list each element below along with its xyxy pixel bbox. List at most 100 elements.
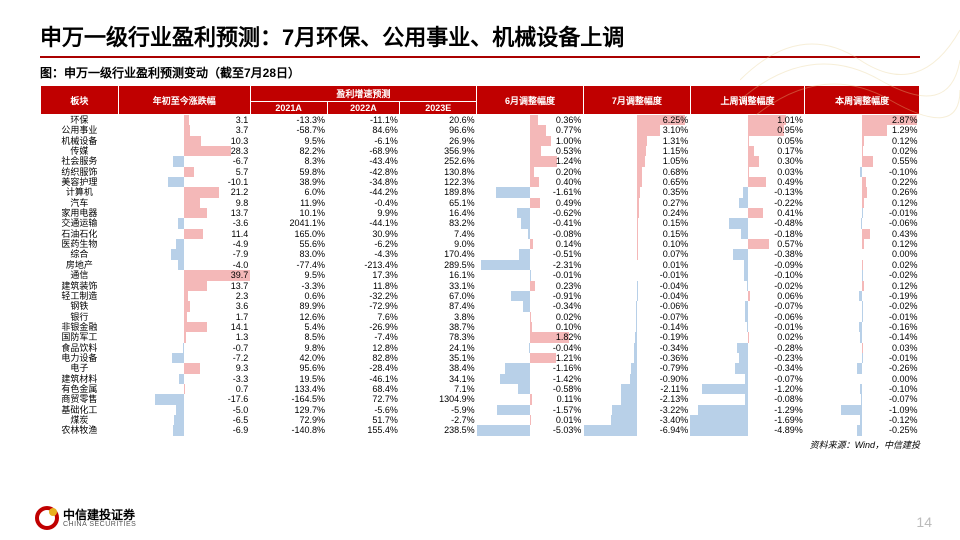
cell-y23: 67.0% [400, 291, 477, 301]
cell-y23: 65.1% [400, 198, 477, 208]
row-category: 公用事业 [41, 125, 119, 135]
bar-cell: 0.17% [690, 146, 805, 156]
bar-cell: 0.30% [690, 156, 805, 166]
bar-cell: 0.49% [690, 177, 805, 187]
row-category: 银行 [41, 312, 119, 322]
bar-cell: -0.36% [583, 353, 690, 363]
bar-cell: 11.4 [118, 229, 250, 239]
cell-y22: 82.8% [327, 353, 400, 363]
bar-cell: -0.02% [805, 301, 920, 311]
cell-y21: 12.6% [250, 312, 327, 322]
cell-y22: 9.9% [327, 208, 400, 218]
bar-cell: 0.02% [690, 332, 805, 342]
bar-cell: 3.7 [118, 125, 250, 135]
th-category: 板块 [41, 86, 119, 115]
cell-y22: 84.6% [327, 125, 400, 135]
cell-y22: 7.6% [327, 312, 400, 322]
bar-cell: -0.79% [583, 363, 690, 373]
row-category: 医药生物 [41, 239, 119, 249]
bar-cell: -0.26% [805, 363, 920, 373]
bar-cell: 13.7 [118, 281, 250, 291]
bar-cell: 21.2 [118, 187, 250, 197]
cell-y22: -68.9% [327, 146, 400, 156]
bar-cell: 0.06% [690, 291, 805, 301]
bar-cell: -1.69% [690, 415, 805, 425]
cell-y23: 16.1% [400, 270, 477, 280]
cell-y22: -42.8% [327, 167, 400, 177]
table-row: 传媒28.382.2%-68.9%356.9%0.53%1.15%0.17%0.… [41, 146, 920, 156]
cell-y21: 55.6% [250, 239, 327, 249]
bar-cell: 28.3 [118, 146, 250, 156]
bar-cell: 3.6 [118, 301, 250, 311]
bar-cell: 1.3 [118, 332, 250, 342]
bar-cell: -6.94% [583, 425, 690, 435]
bar-cell: 1.21% [477, 353, 584, 363]
cell-y21: -58.7% [250, 125, 327, 135]
table-row: 综合-7.983.0%-4.3%170.4%-0.51%0.07%-0.38%0… [41, 249, 920, 259]
bar-cell: 0.14% [477, 239, 584, 249]
bar-cell: -0.10% [805, 384, 920, 394]
table-row: 环保3.1-13.3%-11.1%20.6%0.36%6.25%1.01%2.8… [41, 115, 920, 126]
bar-cell: -0.08% [690, 394, 805, 404]
bar-cell: -0.14% [583, 322, 690, 332]
row-category: 有色金属 [41, 384, 119, 394]
table-row: 电子9.395.6%-28.4%38.4%-1.16%-0.79%-0.34%-… [41, 363, 920, 373]
bar-cell: -0.7 [118, 343, 250, 353]
bar-cell: 0.43% [805, 229, 920, 239]
bar-cell: -2.13% [583, 394, 690, 404]
cell-y21: -77.4% [250, 260, 327, 270]
bar-cell: 0.01% [583, 260, 690, 270]
row-category: 美容护理 [41, 177, 119, 187]
cell-y22: -43.4% [327, 156, 400, 166]
table-row: 房地产-4.0-77.4%-213.4%289.5%-2.31%0.01%-0.… [41, 260, 920, 270]
cell-y23: 96.6% [400, 125, 477, 135]
bar-cell: 14.1 [118, 322, 250, 332]
bar-cell: 6.25% [583, 115, 690, 126]
cell-y21: 0.6% [250, 291, 327, 301]
bar-cell: 0.03% [805, 343, 920, 353]
bar-cell: -0.62% [477, 208, 584, 218]
cell-y22: 11.8% [327, 281, 400, 291]
bar-cell: 0.24% [583, 208, 690, 218]
bar-cell: -5.0 [118, 405, 250, 415]
cell-y21: 38.9% [250, 177, 327, 187]
logo-icon [35, 506, 59, 530]
bar-cell: -1.61% [477, 187, 584, 197]
cell-y21: 59.8% [250, 167, 327, 177]
row-category: 食品饮料 [41, 343, 119, 353]
bar-cell: -2.31% [477, 260, 584, 270]
bar-cell: -0.07% [805, 394, 920, 404]
table-row: 建筑装饰13.7-3.3%11.8%33.1%0.23%-0.04%-0.02%… [41, 281, 920, 291]
bar-cell: 9.8 [118, 198, 250, 208]
table-row: 公用事业3.7-58.7%84.6%96.6%0.77%3.10%0.95%1.… [41, 125, 920, 135]
bar-cell: -0.19% [583, 332, 690, 342]
th-m6: 6月调整幅度 [477, 86, 584, 115]
bar-cell: 0.15% [583, 229, 690, 239]
table-row: 食品饮料-0.79.8%12.8%24.1%-0.04%-0.34%-0.28%… [41, 343, 920, 353]
cell-y21: 165.0% [250, 229, 327, 239]
bar-cell: -2.11% [583, 384, 690, 394]
bar-cell: -0.04% [583, 291, 690, 301]
table-row: 煤炭-6.572.9%51.7%-2.7%0.01%-3.40%-1.69%-0… [41, 415, 920, 425]
bar-cell: -0.14% [805, 332, 920, 342]
row-category: 房地产 [41, 260, 119, 270]
row-category: 钢铁 [41, 301, 119, 311]
bar-cell: 0.35% [583, 187, 690, 197]
row-category: 非银金融 [41, 322, 119, 332]
row-category: 纺织服饰 [41, 167, 119, 177]
cell-y22: 30.9% [327, 229, 400, 239]
bar-cell: 0.00% [805, 249, 920, 259]
th-y23: 2023E [400, 102, 477, 115]
bar-cell: 0.12% [805, 198, 920, 208]
bar-cell: -7.9 [118, 249, 250, 259]
bar-cell: 1.01% [690, 115, 805, 126]
bar-cell: -6.7 [118, 156, 250, 166]
cell-y21: 8.5% [250, 332, 327, 342]
bar-cell: -0.25% [805, 425, 920, 435]
logo-cn: 中信建投证券 [63, 509, 136, 521]
bar-cell: 2.3 [118, 291, 250, 301]
table-row: 交通运输-3.62041.1%-44.1%83.2%-0.41%0.15%-0.… [41, 218, 920, 228]
bar-cell: -0.38% [690, 249, 805, 259]
cell-y23: -2.7% [400, 415, 477, 425]
cell-y22: -4.3% [327, 249, 400, 259]
